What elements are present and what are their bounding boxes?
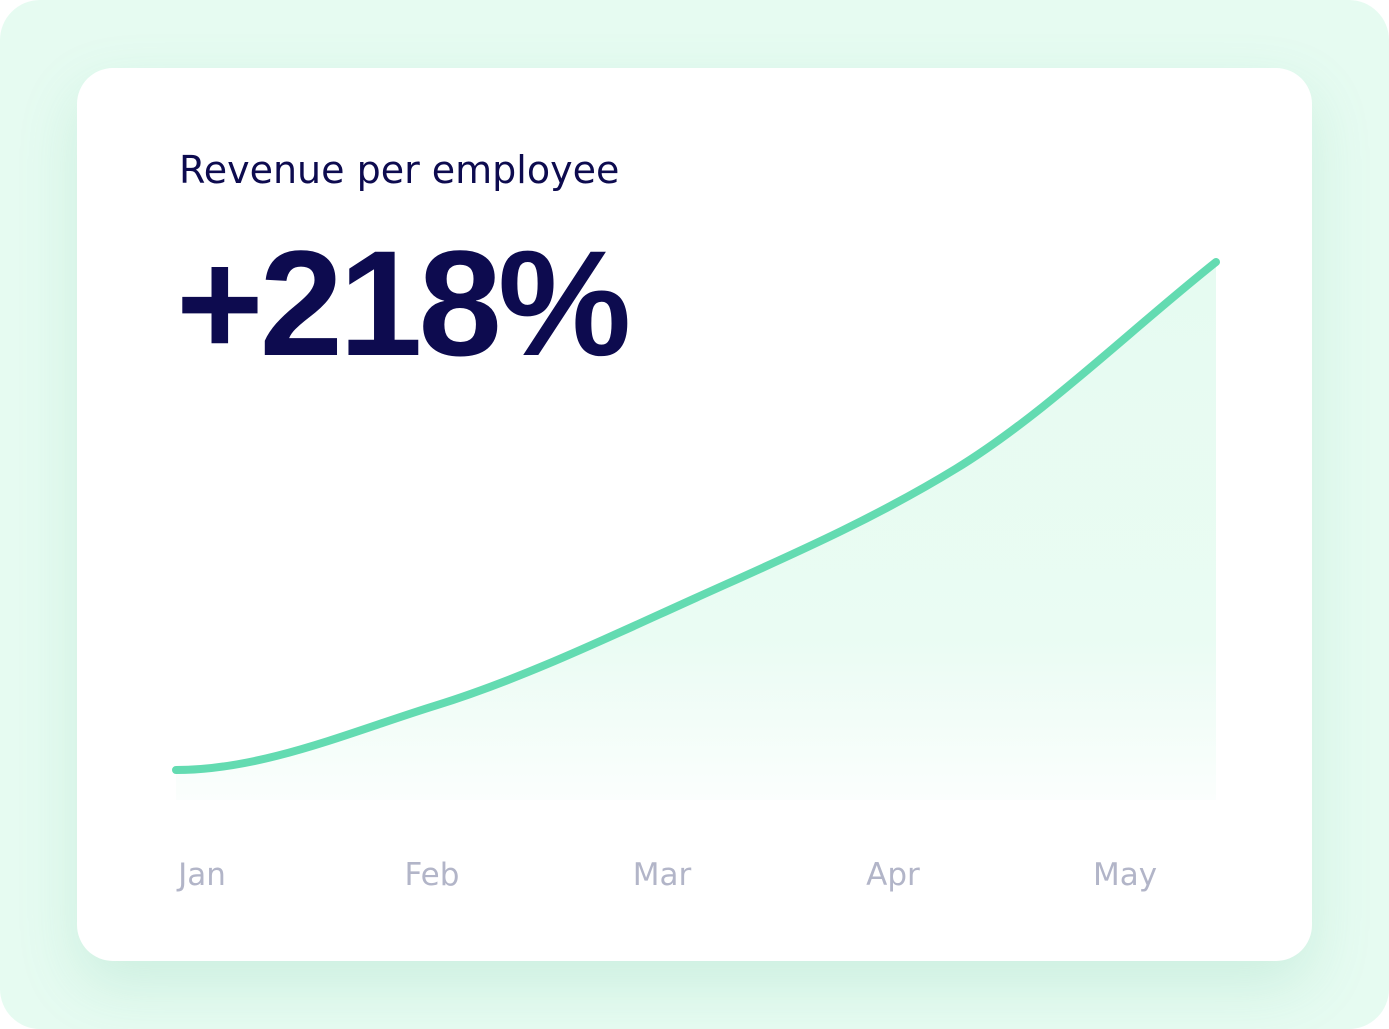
x-tick-label-mar: Mar <box>633 857 692 893</box>
x-tick-label-jan: Jan <box>176 857 226 893</box>
series-area-fill <box>176 262 1216 800</box>
x-tick-label-feb: Feb <box>405 857 460 893</box>
x-tick-label-apr: Apr <box>866 857 920 893</box>
headline-metric: +218% <box>176 219 631 387</box>
chart-title: Revenue per employee <box>179 148 620 192</box>
series-line <box>172 258 1220 774</box>
x-axis-ticks: Jan Feb Mar Apr May <box>176 857 1157 893</box>
x-tick-label-may: May <box>1093 857 1157 893</box>
